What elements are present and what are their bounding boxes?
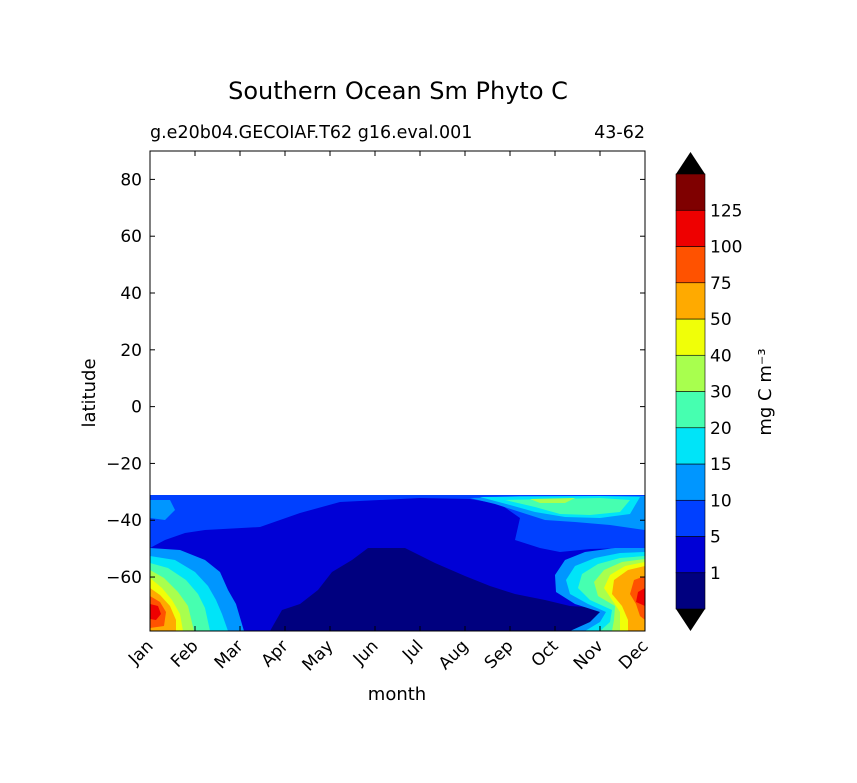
colorbar-swatch (675, 354, 706, 392)
plot-area (149, 150, 646, 632)
colorbar-tick-label: 30 (710, 383, 732, 403)
x-tick-label: Sep (481, 636, 518, 673)
y-tick-label: −60 (106, 568, 142, 588)
x-tick-label: May (299, 636, 338, 675)
contour-band-100-jan-south (150, 604, 161, 620)
chart-title: Southern Ocean Sm Phyto C (228, 77, 568, 105)
contour-band-10-jan (150, 500, 175, 520)
colorbar-swatch (675, 318, 706, 356)
x-tick-label: Aug (435, 636, 473, 674)
colorbar-tick-label: 40 (710, 346, 732, 366)
colorbar-extend-max (676, 152, 705, 174)
colorbar-swatch (675, 427, 706, 465)
colorbar-swatch (675, 246, 706, 284)
x-tick-label: Nov (570, 636, 608, 674)
colorbar-tick-label: 50 (710, 310, 732, 330)
colorbar-tick-label: 10 (710, 491, 732, 511)
contour-band-100-dec (636, 588, 645, 606)
y-tick-label: 0 (131, 398, 142, 418)
colorbar-tick-label: 5 (710, 528, 721, 548)
x-tick-label: Mar (211, 636, 248, 673)
colorbar-swatch (675, 209, 706, 247)
colorbar-tick-label: 20 (710, 419, 732, 439)
plot-frame (149, 150, 646, 632)
x-tick-label: Apr (258, 636, 293, 671)
colorbar-tick-label: 100 (710, 238, 742, 258)
x-tick-label: Jul (398, 636, 427, 665)
x-tick-label: Feb (167, 636, 202, 671)
colorbar-label: mg C m⁻³ (755, 348, 776, 435)
y-tick-label: 20 (120, 341, 142, 361)
y-tick-label: −40 (106, 511, 142, 531)
contour-field (150, 495, 645, 631)
y-tick-label: 40 (120, 284, 142, 304)
x-axis-label: month (368, 684, 426, 705)
x-tick-label: Oct (528, 636, 563, 671)
y-axis-label: latitude (79, 358, 100, 427)
colorbar-swatch (675, 499, 706, 537)
y-tick-label: 80 (120, 170, 142, 190)
colorbar-swatch (675, 463, 706, 501)
colorbar-tick-label: 125 (710, 201, 742, 221)
contour-band-30 (530, 498, 575, 503)
chart-subtitle-left: g.e20b04.GECOIAF.T62 g16.eval.001 (150, 123, 472, 143)
colorbar-swatch (675, 282, 706, 320)
colorbar-tick-label: 15 (710, 455, 732, 475)
y-axis: 80 60 40 20 0 −20 −40 −60 (106, 170, 645, 588)
colorbar-tick-label: 75 (710, 274, 732, 294)
y-tick-label: −20 (106, 454, 142, 474)
x-tick-label: Jan (124, 636, 157, 669)
y-tick-label: 60 (120, 227, 142, 247)
colorbar-extend-min (676, 609, 705, 631)
colorbar-swatch (675, 572, 706, 610)
colorbar-tick-label: 1 (710, 564, 721, 584)
x-tick-label: Jun (349, 636, 383, 670)
x-tick-label: Dec (615, 636, 652, 673)
contour-band-0 (270, 548, 600, 631)
colorbar-swatch (675, 173, 706, 211)
colorbar-swatch (675, 536, 706, 574)
colorbar-swatch (675, 391, 706, 429)
chart-subtitle-right: 43-62 (594, 123, 645, 143)
contour-band-20 (505, 498, 630, 515)
